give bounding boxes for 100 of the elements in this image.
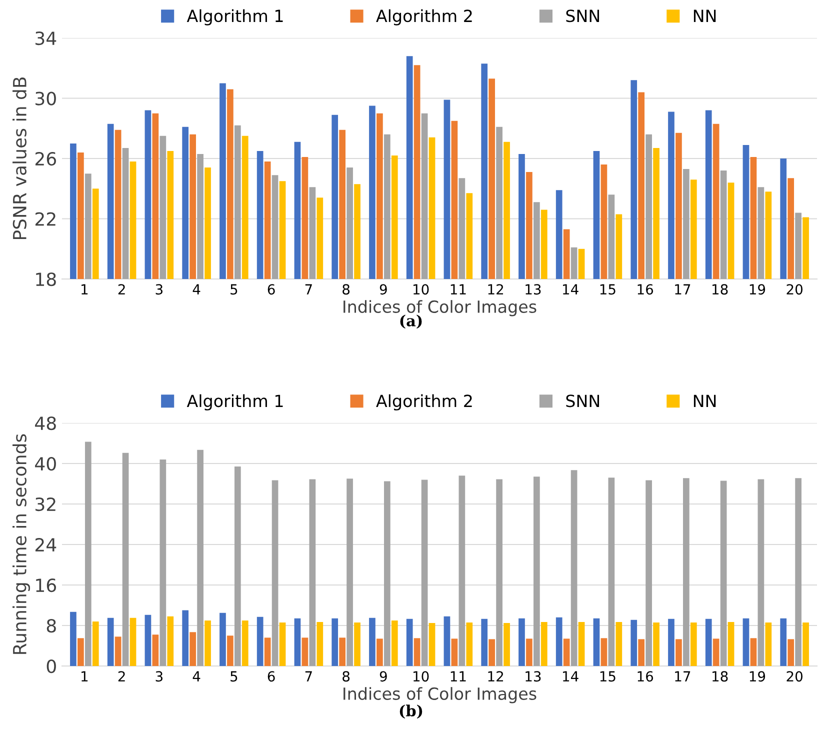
bar bbox=[488, 639, 496, 666]
bar bbox=[780, 618, 787, 666]
x-tick-label: 1 bbox=[82, 671, 88, 682]
y-tick-label: 0 bbox=[46, 659, 56, 674]
x-tick-label: 7 bbox=[305, 284, 312, 294]
bar bbox=[92, 621, 99, 666]
x-tick-label: 2 bbox=[118, 284, 125, 294]
bar bbox=[70, 612, 76, 666]
x-tick-label: 8 bbox=[342, 284, 350, 295]
x-tick-label: 13 bbox=[526, 671, 541, 682]
bar bbox=[593, 618, 600, 666]
x-tick-label: 10 bbox=[414, 671, 429, 682]
x-tick-label: 19 bbox=[750, 284, 766, 295]
bar bbox=[765, 622, 772, 666]
bar bbox=[242, 620, 248, 666]
x-tick-label: 7 bbox=[305, 671, 312, 682]
bar bbox=[428, 622, 436, 666]
bar bbox=[339, 638, 346, 666]
x-tick-label: 5 bbox=[230, 671, 238, 682]
bar bbox=[540, 622, 548, 666]
bar bbox=[256, 616, 264, 666]
x-tick-label: 9 bbox=[380, 284, 387, 295]
x-tick-label: 20 bbox=[786, 284, 802, 295]
x-tick-label: 4 bbox=[192, 671, 200, 682]
x-tick-label: 9 bbox=[380, 671, 387, 682]
x-tick-label: 15 bbox=[600, 671, 616, 682]
bar bbox=[167, 616, 174, 666]
y-axis-title: Running time in seconds bbox=[12, 434, 30, 654]
bar bbox=[160, 459, 166, 666]
x-tick-label: 19 bbox=[750, 671, 766, 682]
y-tick-label: 8 bbox=[46, 618, 56, 633]
x-tick-label: 17 bbox=[675, 671, 690, 682]
bar bbox=[376, 638, 383, 666]
bar bbox=[742, 618, 750, 666]
x-tick-label: 16 bbox=[638, 284, 654, 295]
x-tick-label: 15 bbox=[600, 284, 616, 295]
y-tick-label: 26 bbox=[35, 152, 56, 166]
legend-label: SNN bbox=[566, 394, 600, 408]
bar bbox=[638, 639, 645, 666]
legend-label: SNN bbox=[566, 10, 600, 22]
x-tick-label: 12 bbox=[488, 671, 504, 682]
text: (a) bbox=[400, 314, 422, 329]
bar bbox=[346, 478, 353, 666]
x-tick-label: 17 bbox=[675, 284, 690, 294]
bar bbox=[220, 612, 226, 666]
bar bbox=[458, 476, 466, 666]
bar bbox=[481, 618, 488, 666]
bar bbox=[332, 618, 338, 666]
bar bbox=[190, 632, 196, 666]
bar bbox=[795, 478, 802, 666]
x-tick-label: 4 bbox=[192, 284, 200, 294]
bar bbox=[608, 478, 615, 666]
bar bbox=[616, 622, 622, 666]
bar bbox=[646, 480, 652, 666]
x-tick-label: 11 bbox=[450, 284, 466, 294]
bar bbox=[406, 618, 413, 666]
bar bbox=[421, 480, 428, 666]
bar bbox=[534, 476, 540, 666]
bar bbox=[114, 636, 122, 666]
bar bbox=[302, 638, 308, 666]
y-tick-label: 32 bbox=[36, 497, 56, 512]
bar bbox=[384, 481, 390, 666]
x-tick-label: 3 bbox=[156, 671, 162, 682]
bar bbox=[600, 638, 608, 666]
bar bbox=[683, 478, 690, 666]
bar bbox=[414, 638, 420, 666]
bar bbox=[720, 480, 727, 666]
x-tick-label: 18 bbox=[712, 671, 728, 682]
legend-label: Algorithm 1 bbox=[186, 394, 283, 410]
bar bbox=[122, 452, 129, 666]
bar bbox=[504, 622, 510, 666]
bar bbox=[705, 618, 712, 666]
y-tick-label: 22 bbox=[35, 212, 56, 226]
x-tick-label: 2 bbox=[118, 671, 125, 682]
x-tick-label: 8 bbox=[342, 671, 350, 682]
x-axis-title: Indices of Color Images bbox=[344, 687, 536, 704]
bar bbox=[578, 622, 585, 666]
bar bbox=[570, 470, 578, 666]
legend-label: NN bbox=[694, 10, 716, 22]
bar bbox=[668, 618, 674, 666]
bar bbox=[227, 636, 234, 666]
bar bbox=[802, 622, 809, 666]
x-tick-label: 1 bbox=[82, 284, 88, 294]
bar bbox=[152, 634, 159, 666]
y-tick-label: 30 bbox=[36, 92, 56, 106]
bar bbox=[690, 622, 697, 666]
y-axis-title: PSNR values in dB bbox=[12, 77, 26, 240]
legend-label: NN bbox=[694, 394, 716, 407]
x-tick-label: 13 bbox=[526, 284, 541, 295]
bar bbox=[728, 622, 734, 666]
bar bbox=[107, 618, 114, 666]
x-tick-label: 6 bbox=[268, 284, 275, 295]
bar bbox=[653, 622, 660, 666]
y-tick-label: 34 bbox=[36, 31, 56, 46]
bar bbox=[182, 610, 189, 666]
x-tick-label: 12 bbox=[488, 284, 504, 294]
bar bbox=[750, 638, 757, 666]
bar bbox=[354, 622, 360, 666]
bar bbox=[272, 480, 278, 666]
x-tick-label: 14 bbox=[563, 284, 578, 294]
